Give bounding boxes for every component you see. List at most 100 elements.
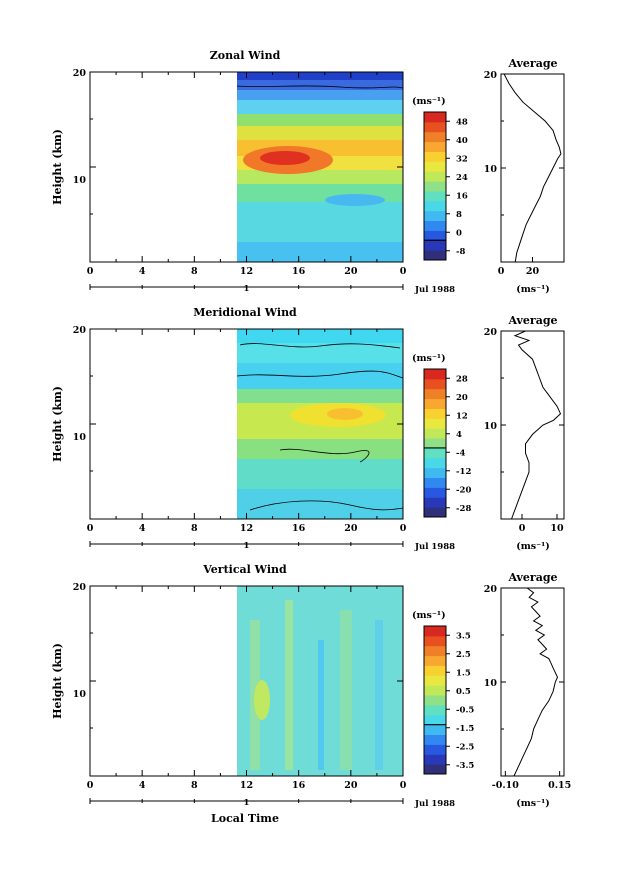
colorbar-frame — [423, 625, 447, 775]
date-label: Jul 1988 — [414, 285, 455, 295]
colorbar-label: 12 — [456, 411, 468, 421]
colorbar-unit: (ms⁻¹) — [412, 610, 446, 621]
date-tick-label: 1 — [244, 541, 250, 551]
colorbar-label: 48 — [456, 117, 468, 127]
zero-contour — [237, 370, 403, 379]
x-axis-title: Local Time — [211, 812, 279, 825]
colorbar-label: 24 — [456, 173, 468, 183]
zero-contour — [249, 500, 403, 511]
band-0 — [237, 72, 403, 80]
band-10 — [237, 202, 403, 242]
profile-panel: 20 10 0 10 — [484, 327, 565, 534]
colorbar-swatch — [424, 141, 446, 152]
y-axis-title: Height (km) — [51, 129, 64, 205]
profile-x-tick-label: 0 — [519, 523, 526, 534]
x-tick-label: 8 — [191, 780, 198, 791]
band-7 — [237, 489, 403, 519]
colorbar-swatch — [424, 714, 446, 726]
colorbar-unit: (ms⁻¹) — [412, 96, 446, 107]
heatmap-area — [237, 329, 403, 519]
heatmap-area — [237, 586, 403, 776]
colorbar-swatch — [424, 447, 446, 459]
zero-contour — [237, 85, 403, 89]
profile-unit: (ms⁻¹) — [516, 541, 550, 552]
vertical-wind-panel: Vertical Wind Height (km) 20 10 0 4 8 12 16 2… — [51, 563, 571, 825]
profile-y-tick-label: 20 — [484, 584, 498, 595]
colorbar: 3.5 2.5 1.5 0.5 -0.5 -1.5 -2.5 -3.5 — [423, 625, 474, 775]
y-ticks — [90, 585, 403, 729]
band-8 — [237, 170, 403, 184]
colorbar-swatch — [424, 695, 446, 706]
y-tick-label: 10 — [73, 689, 87, 700]
band-5 — [237, 126, 403, 140]
colorbar-swatch — [424, 724, 446, 736]
colorbar-swatch — [424, 210, 446, 222]
colorbar-swatch — [424, 240, 446, 251]
x-tick-label: 0 — [87, 523, 94, 534]
colorbar-label: 1.5 — [456, 668, 471, 678]
date-tick-label: 1 — [244, 284, 250, 294]
profile-y-tick-label: 10 — [484, 678, 498, 689]
colorbar-swatch — [424, 161, 446, 172]
profile-x-tick-label: 10 — [550, 523, 564, 534]
profile-y-tick-label: 20 — [484, 70, 498, 81]
colorbar-label: 32 — [456, 154, 468, 164]
meridional-wind-panel: Meridional Wind Height (km) — [51, 306, 565, 552]
colorbar-swatch — [424, 704, 446, 716]
colorbar-swatch — [424, 685, 446, 696]
colorbar-swatch — [424, 675, 446, 686]
colorbar-swatch — [424, 655, 446, 666]
colorbar-label: -3.5 — [456, 761, 474, 771]
profile-panel: 20 10 -0.10 0.15 — [484, 584, 571, 791]
colorbar-swatch — [424, 438, 446, 449]
x-tick-label: 8 — [191, 266, 198, 277]
date-label: Jul 1988 — [414, 799, 455, 809]
colorbar-label: 40 — [456, 136, 468, 146]
band-5 — [237, 439, 403, 459]
colorbar-swatch — [424, 635, 446, 647]
colorbar-swatch — [424, 131, 446, 143]
colorbar-label: -2.5 — [456, 742, 474, 752]
x-tick-label: 20 — [344, 266, 358, 277]
colorbar-swatch — [424, 764, 446, 775]
stripe-4 — [375, 620, 383, 770]
colorbar-swatch — [424, 250, 446, 261]
profile-line — [503, 73, 562, 263]
profile-frame — [500, 587, 565, 777]
colorbar-swatch — [424, 645, 446, 657]
colorbar-label: -12 — [456, 467, 471, 477]
colorbar-label: -28 — [456, 504, 471, 514]
zero-contour — [279, 448, 370, 463]
colorbar-swatch — [424, 112, 446, 123]
colorbar-swatch — [424, 507, 446, 518]
profile-title: Average — [507, 571, 557, 584]
x-tick-label: 12 — [240, 523, 253, 534]
band-3 — [237, 100, 403, 114]
colorbar-swatch — [424, 418, 446, 429]
colorbar-label: 20 — [456, 393, 468, 403]
colorbar-swatch — [424, 428, 446, 439]
colorbar-swatch — [424, 200, 446, 212]
colorbar-label: 16 — [456, 191, 468, 201]
x-tick-label: 20 — [344, 780, 358, 791]
date-axis-end — [89, 798, 404, 804]
panel-title: Meridional Wind — [193, 306, 297, 319]
colorbar: 48 40 32 24 16 8 0 -8 — [423, 111, 468, 261]
colorbar-label: 8 — [456, 210, 462, 220]
colorbar-swatch — [424, 734, 446, 745]
profile-line — [511, 330, 562, 520]
date-axis-end — [89, 284, 404, 290]
profile-title: Average — [507, 57, 557, 70]
x-tick-label: 12 — [240, 266, 253, 277]
colorbar-label: 4 — [456, 430, 462, 440]
band-2 — [237, 90, 403, 100]
band-6 — [237, 459, 403, 489]
colorbar-swatch — [424, 626, 446, 637]
x-tick-label: 0 — [400, 780, 407, 791]
x-tick-label: 12 — [240, 780, 253, 791]
x-tick-label: 16 — [292, 780, 306, 791]
x-tick-label: 4 — [139, 266, 146, 277]
band-3 — [237, 389, 403, 403]
colorbar-swatch — [424, 181, 446, 192]
colorbar-unit: (ms⁻¹) — [412, 353, 446, 364]
